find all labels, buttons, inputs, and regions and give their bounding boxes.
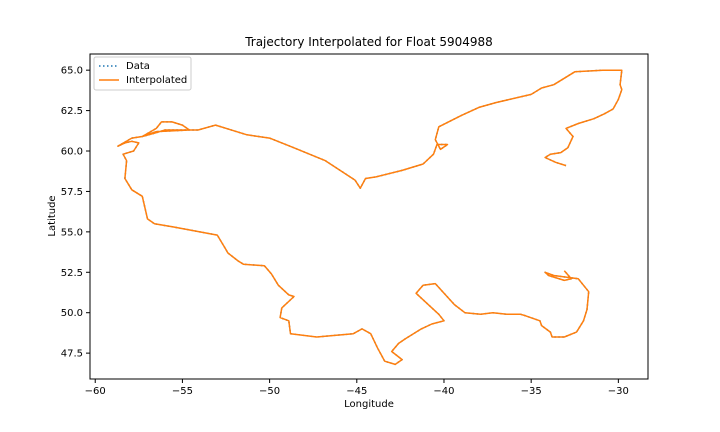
- x-axis-label: Longitude: [344, 399, 394, 410]
- x-tick-label: −40: [433, 386, 454, 397]
- chart-title: Trajectory Interpolated for Float 590498…: [244, 35, 493, 49]
- x-tick-label: −55: [172, 386, 193, 397]
- y-tick-label: 47.5: [61, 349, 83, 360]
- x-tick-label: −35: [521, 386, 542, 397]
- y-tick-label: 60.0: [61, 147, 83, 158]
- y-tick-label: 55.0: [61, 227, 83, 238]
- plot-frame: [89, 53, 649, 380]
- x-axis: −60 −55 −50 −45 −40 −35 −30: [85, 379, 629, 397]
- x-tick-label: −30: [608, 386, 629, 397]
- y-axis: 47.5 50.0 52.5 55.0 57.5 60.0 62.5 65.0: [61, 66, 90, 360]
- series-layer: [117, 69, 623, 366]
- x-tick-label: −50: [259, 386, 280, 397]
- legend: Data Interpolated: [93, 56, 192, 91]
- y-tick-label: 62.5: [61, 106, 83, 117]
- series-line-interpolated: [117, 69, 623, 366]
- legend-label-interpolated: Interpolated: [126, 75, 187, 86]
- y-tick-label: 65.0: [61, 66, 83, 77]
- y-tick-label: 50.0: [61, 308, 83, 319]
- x-tick-label: −60: [85, 386, 106, 397]
- y-tick-label: 52.5: [61, 268, 83, 279]
- legend-box: [93, 56, 192, 91]
- legend-label-data: Data: [126, 61, 150, 72]
- x-tick-label: −45: [346, 386, 367, 397]
- y-tick-label: 57.5: [61, 187, 83, 198]
- y-axis-label: Latitude: [47, 195, 58, 236]
